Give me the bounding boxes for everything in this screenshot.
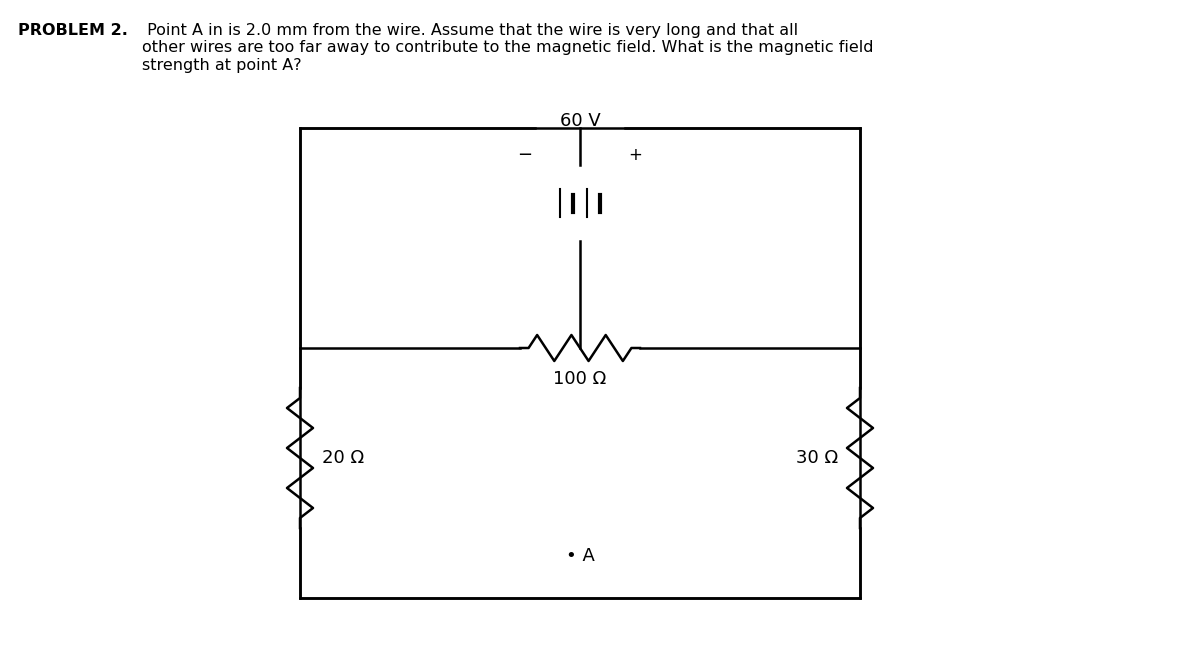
Text: 30 Ω: 30 Ω bbox=[796, 449, 838, 467]
Text: 100 Ω: 100 Ω bbox=[553, 370, 607, 388]
Text: 60 V: 60 V bbox=[559, 112, 600, 130]
Text: Point A in is 2.0 mm from the wire. Assume that the wire is very long and that a: Point A in is 2.0 mm from the wire. Assu… bbox=[142, 23, 874, 73]
Text: +: + bbox=[628, 146, 642, 164]
Text: PROBLEM 2.: PROBLEM 2. bbox=[18, 23, 128, 38]
Text: −: − bbox=[517, 146, 533, 164]
Text: • A: • A bbox=[565, 547, 594, 565]
Text: 20 Ω: 20 Ω bbox=[322, 449, 364, 467]
Bar bbox=[300, 128, 860, 598]
